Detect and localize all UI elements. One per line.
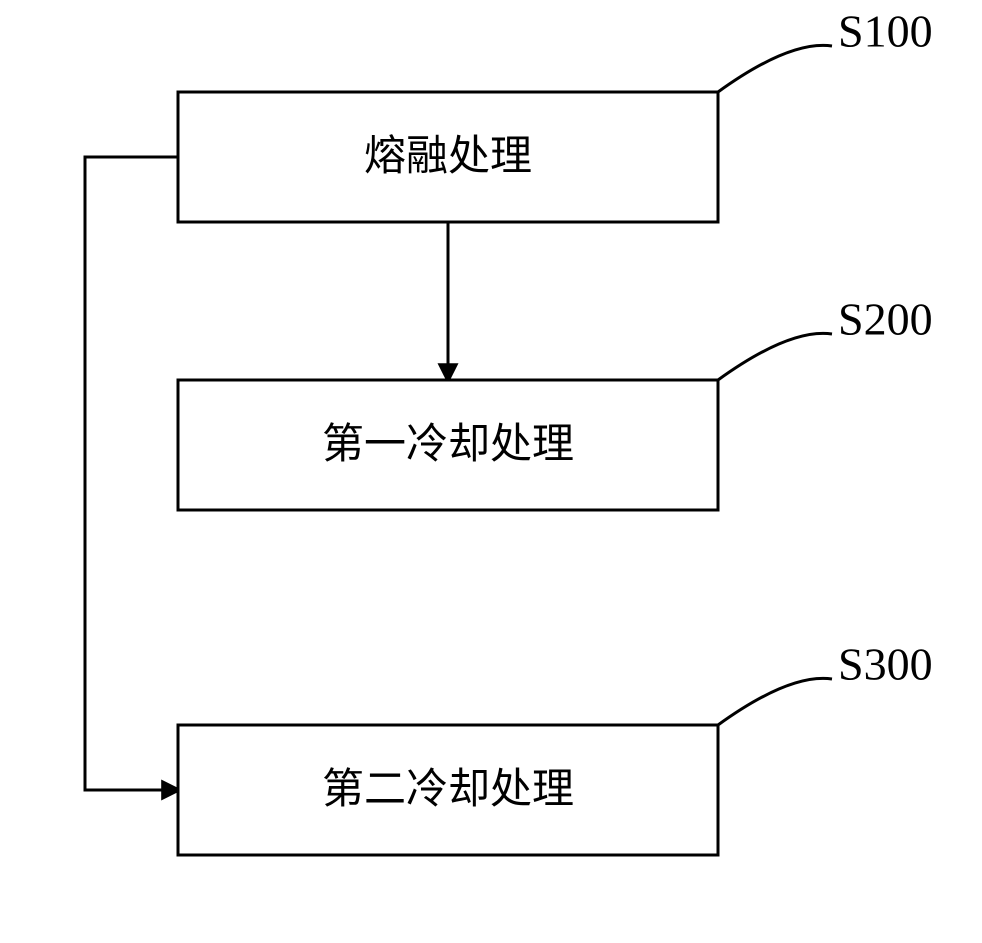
process-box-s300: 第二冷却处理 bbox=[178, 725, 718, 855]
process-box-label: 熔融处理 bbox=[364, 133, 532, 180]
edge-s100-s300 bbox=[85, 157, 178, 790]
step-tag-s300: S300 bbox=[838, 639, 933, 690]
process-box-s100: 熔融处理 bbox=[178, 92, 718, 222]
leader-line-s100 bbox=[718, 45, 832, 92]
process-box-label: 第一冷却处理 bbox=[322, 422, 574, 468]
process-box-label: 第二冷却处理 bbox=[322, 767, 574, 813]
step-tag-s200: S200 bbox=[838, 294, 933, 345]
tags-layer: S100 S200 S300 bbox=[718, 6, 933, 725]
step-tag-s100: S100 bbox=[838, 6, 933, 57]
nodes-layer: 熔融处理第一冷却处理第二冷却处理 bbox=[178, 92, 718, 855]
leader-line-s200 bbox=[718, 333, 832, 380]
process-box-s200: 第一冷却处理 bbox=[178, 380, 718, 510]
flowchart-canvas: 熔融处理第一冷却处理第二冷却处理 S100 S200 S300 bbox=[0, 0, 982, 943]
leader-line-s300 bbox=[718, 678, 832, 725]
